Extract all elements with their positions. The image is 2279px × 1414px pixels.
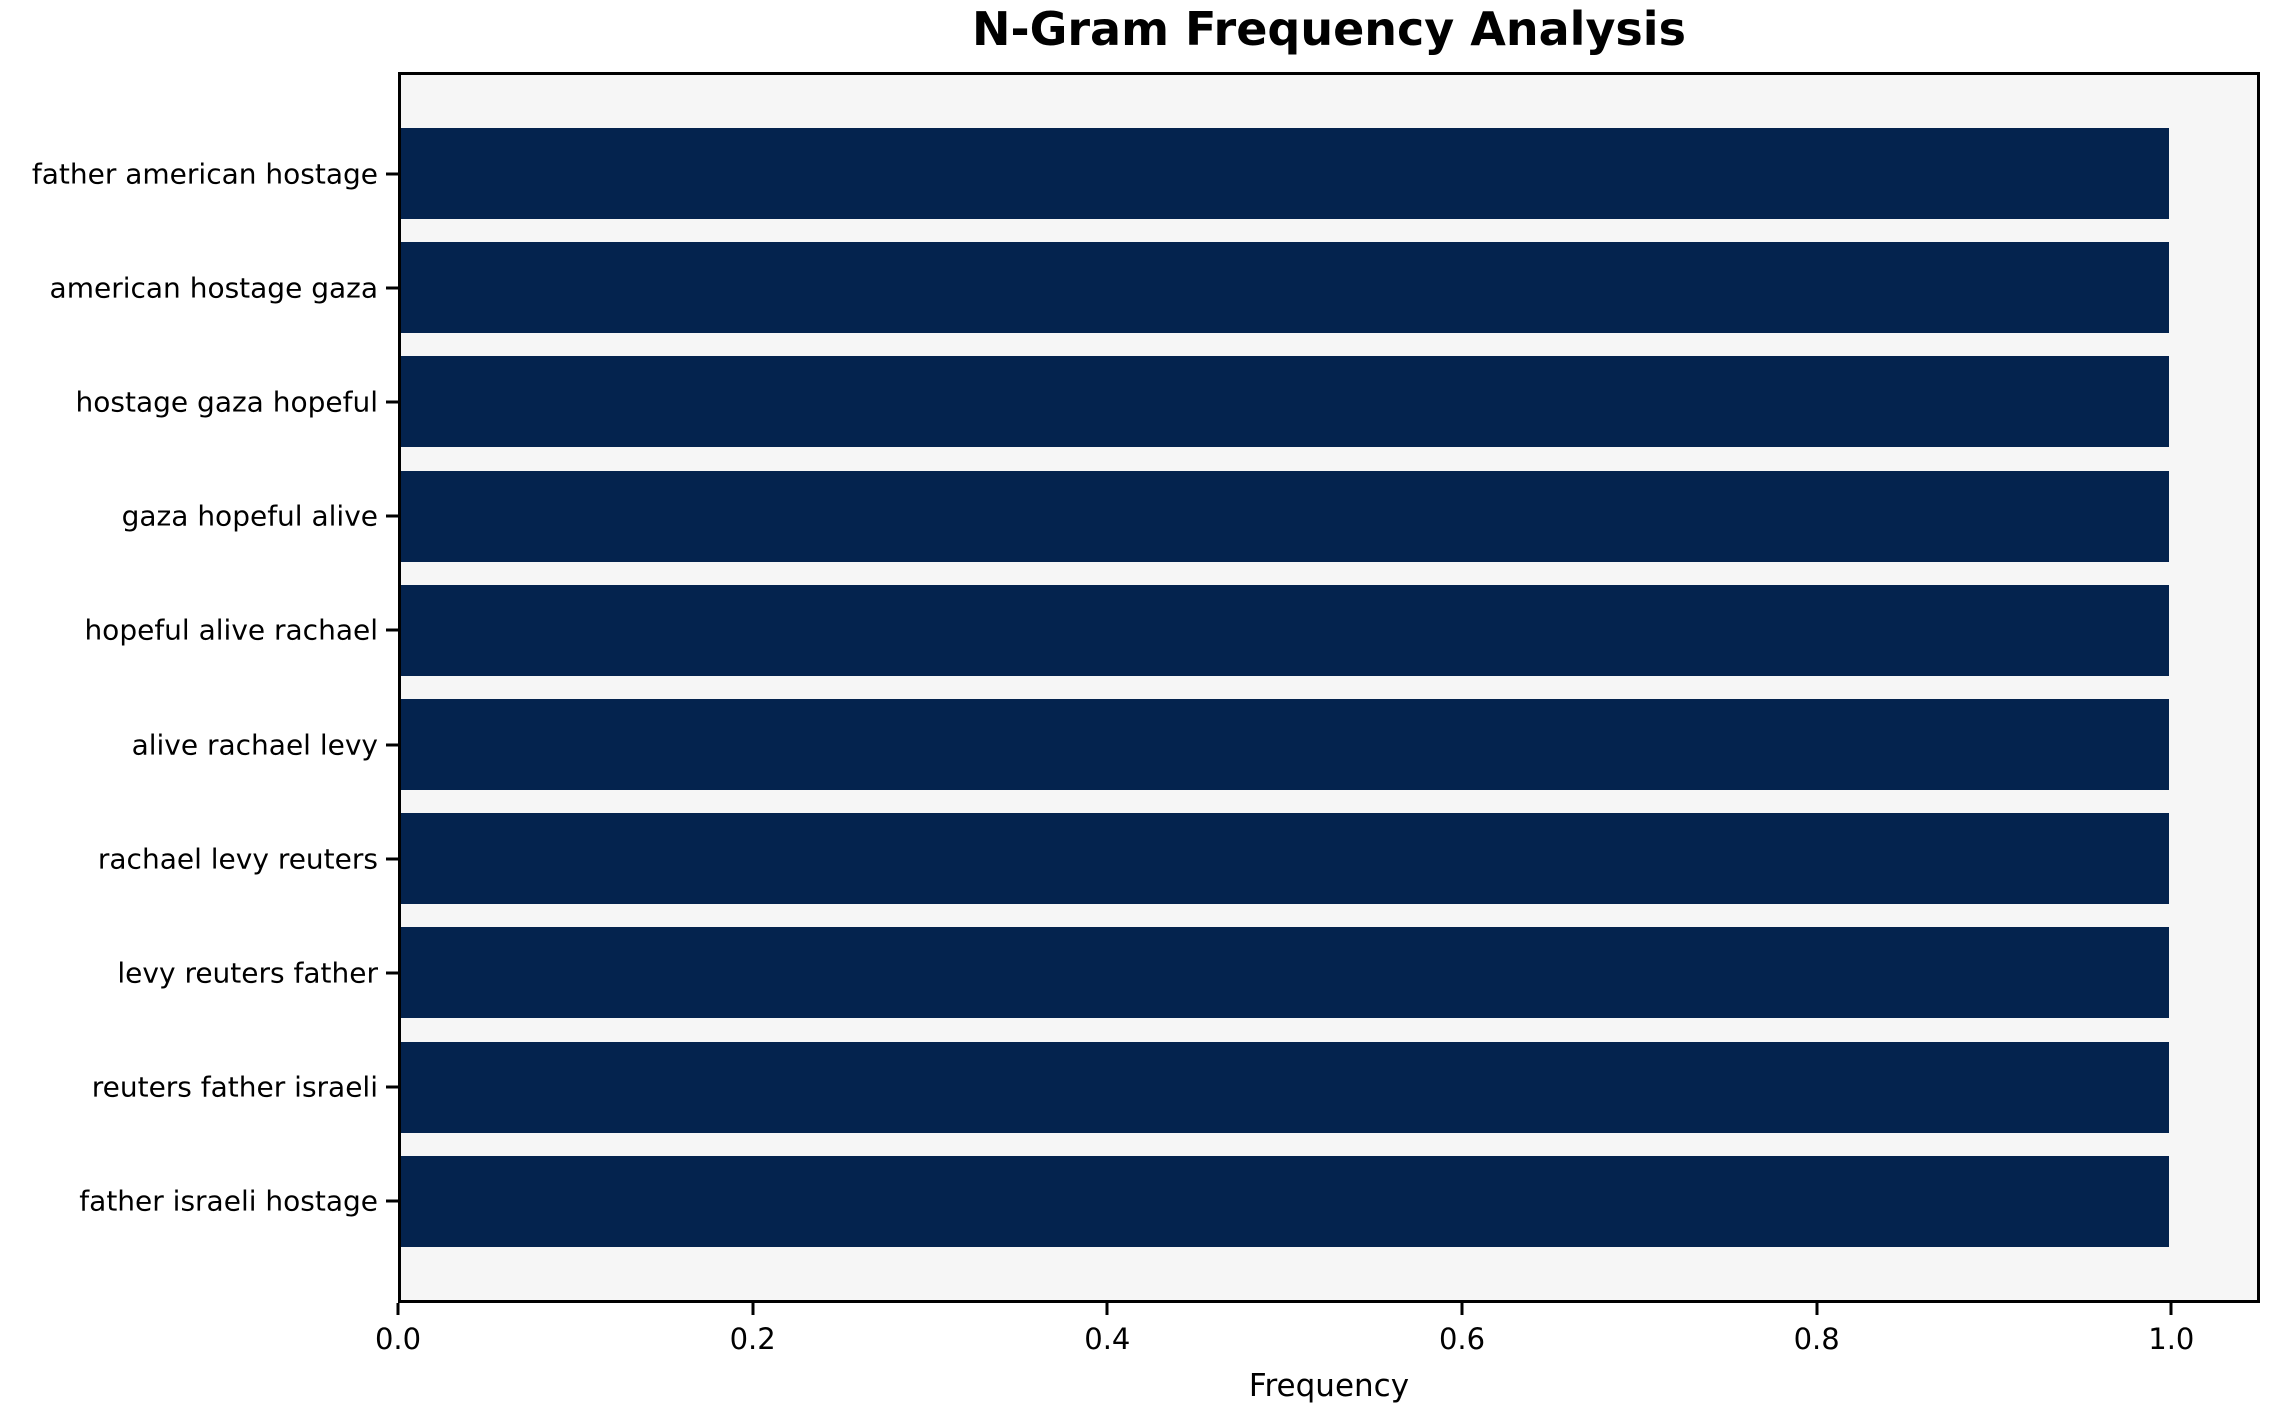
y-tick-label: american hostage gaza [49, 271, 378, 305]
y-tick-label: gaza hopeful alive [121, 499, 378, 533]
x-tick-label: 0.8 [1793, 1322, 1840, 1356]
y-tick-label: reuters father israeli [91, 1070, 378, 1104]
bar [401, 584, 2169, 676]
x-tick-label: 0.0 [374, 1322, 422, 1356]
x-tick-mark [2169, 1303, 2173, 1315]
y-tick-mark [386, 857, 398, 861]
x-tick-mark [1460, 1303, 1464, 1315]
y-tick-mark [386, 172, 398, 175]
x-tick-label: 0.4 [1084, 1322, 1131, 1356]
y-tick-label: alive rachael levy [131, 728, 378, 761]
x-tick-mark [396, 1303, 400, 1315]
bar [401, 699, 2169, 790]
y-tick-mark [386, 514, 398, 518]
bar [401, 1041, 2169, 1133]
bar [401, 470, 2169, 562]
y-tick-mark [386, 400, 398, 404]
x-tick-mark [1105, 1303, 1109, 1315]
y-tick-label: father american hostage [31, 157, 378, 190]
y-tick-mark [386, 1199, 398, 1203]
plot-area [398, 72, 2260, 1303]
x-tick-mark [1815, 1303, 1819, 1315]
y-tick-label: hopeful alive rachael [84, 613, 378, 647]
bar [401, 927, 2169, 1019]
bar [401, 128, 2169, 219]
x-tick-label: 0.2 [729, 1322, 776, 1356]
x-axis-label: Frequency [1248, 1368, 1410, 1404]
bar [401, 356, 2169, 448]
bar [401, 1155, 2169, 1247]
bar [401, 813, 2169, 905]
y-tick-mark [386, 971, 398, 975]
x-tick-mark [751, 1303, 755, 1315]
bar [401, 242, 2169, 334]
chart-title: N-Gram Frequency Analysis [972, 2, 1686, 56]
y-tick-label: father israeli hostage [79, 1184, 378, 1218]
y-tick-label: hostage gaza hopeful [75, 385, 378, 419]
y-tick-mark [386, 286, 398, 290]
y-tick-label: rachael levy reuters [97, 842, 378, 876]
x-tick-label: 0.6 [1438, 1322, 1486, 1356]
y-tick-mark [386, 1085, 398, 1089]
x-tick-label: 1.0 [2148, 1322, 2195, 1356]
y-tick-mark [386, 743, 398, 746]
y-tick-label: levy reuters father [117, 956, 378, 990]
y-tick-mark [386, 628, 398, 632]
